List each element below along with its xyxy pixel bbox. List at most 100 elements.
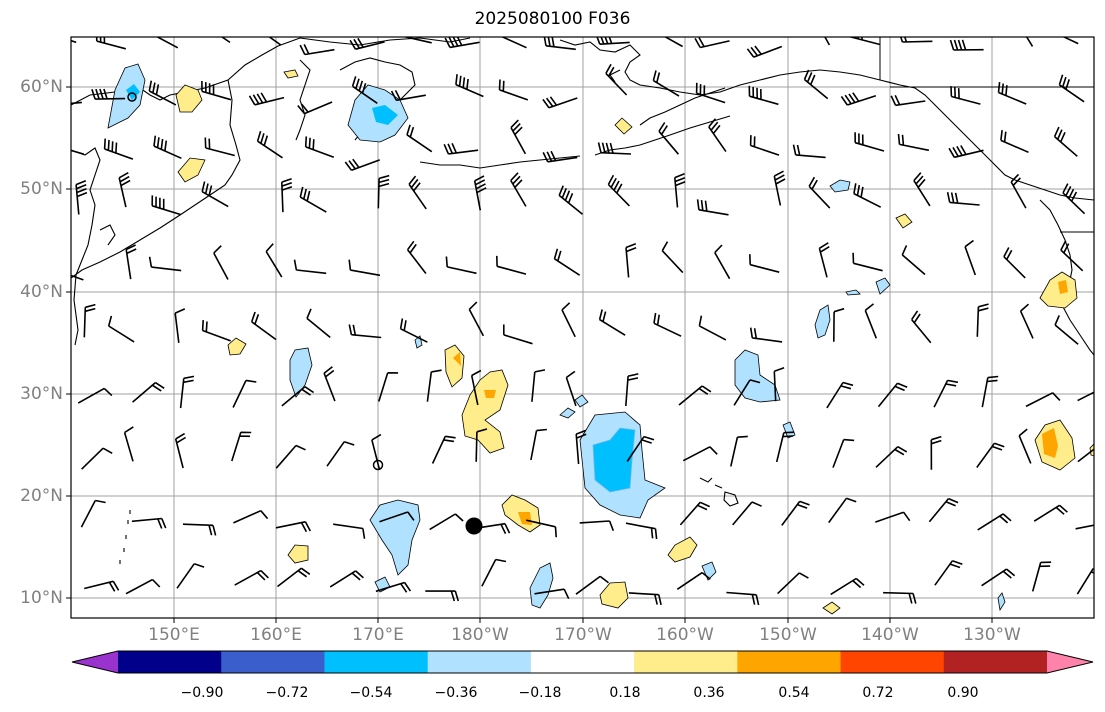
colorbar-label: 0.72 xyxy=(862,685,894,701)
wind-barb-icon xyxy=(275,521,312,533)
wind-barb-icon xyxy=(1025,37,1034,47)
wind-barb-icon xyxy=(444,37,480,49)
wind-barb-icon xyxy=(808,176,831,209)
wind-barb-icon xyxy=(220,37,231,44)
wind-barb-icon xyxy=(107,315,135,343)
wind-barb-icon xyxy=(899,37,933,43)
wind-barb-icon xyxy=(543,37,576,51)
wind-barb-icon xyxy=(679,501,711,526)
wind-barb-icon xyxy=(726,591,760,606)
wind-barb-icon xyxy=(103,138,134,160)
wind-barb-icon xyxy=(534,588,570,600)
wind-barb-icon xyxy=(575,575,609,595)
wind-barb-icon xyxy=(1075,524,1094,530)
wind-barb-icon xyxy=(1077,391,1094,402)
wind-barb-icon xyxy=(976,442,1005,468)
wind-barb-icon xyxy=(714,244,731,280)
wind-barb-icon xyxy=(250,311,277,341)
wind-barb-icon xyxy=(732,501,762,526)
wind-barb-icon xyxy=(934,560,963,586)
wind-barb-icon xyxy=(733,379,761,406)
wind-barb-icon xyxy=(498,79,529,101)
wind-barb-icon xyxy=(80,499,106,528)
lat-label: 50°N xyxy=(20,179,63,199)
wind-barb-icon xyxy=(913,172,931,207)
wind-barb-icon xyxy=(833,307,845,342)
wind-barb-icon xyxy=(1025,392,1061,408)
lon-label: 170°E xyxy=(352,625,404,645)
wind-barb-icon xyxy=(781,500,810,526)
wind-barb-icon xyxy=(625,522,658,540)
wind-barb-icon xyxy=(155,37,179,49)
wind-barb-icon xyxy=(326,440,355,467)
wind-barb-icon xyxy=(77,387,113,404)
colorbar-segment xyxy=(427,651,532,673)
lat-label: 40°N xyxy=(20,282,63,302)
colorbar-label: −0.90 xyxy=(180,685,224,701)
map-title: 2025080100 F036 xyxy=(474,9,631,29)
wind-barb-icon xyxy=(91,88,126,100)
wind-barb-icon xyxy=(406,124,433,153)
wind-barb-icon xyxy=(344,158,380,172)
wind-barb-icon xyxy=(1018,428,1032,464)
wind-barb-icon xyxy=(297,101,333,115)
wind-barb-icon xyxy=(248,92,285,106)
wind-barb-icon xyxy=(976,303,989,337)
colorbar-segment xyxy=(737,651,842,673)
wind-barb-icon xyxy=(333,523,366,539)
wind-barb-icon xyxy=(526,519,557,538)
wind-barb-icon xyxy=(1054,315,1079,345)
wind-barb-icon xyxy=(299,44,335,56)
colorbar-label: 0.18 xyxy=(609,685,641,701)
wind-barb-icon xyxy=(153,135,182,160)
wind-barb-icon xyxy=(792,144,826,159)
wind-barb-icon xyxy=(682,446,718,462)
wind-barb-icon xyxy=(281,386,315,407)
wind-barb-icon xyxy=(964,239,977,276)
wind-barb-icon xyxy=(977,513,1012,531)
wind-barb-icon xyxy=(897,133,930,152)
wind-barb-icon xyxy=(132,381,165,403)
lon-label: 160°E xyxy=(250,625,302,645)
wind-barb-icon xyxy=(850,37,880,46)
colorbar-segment xyxy=(530,651,635,673)
wind-barb-icon xyxy=(306,308,331,339)
wind-barb-icon xyxy=(233,509,269,524)
wind-barb-icon xyxy=(304,136,335,158)
wind-barb-icon xyxy=(946,192,980,206)
wind-barb-icon xyxy=(265,243,283,278)
wind-barb-icon xyxy=(875,511,911,523)
wind-barb-icon xyxy=(695,82,726,104)
wind-barb-icon xyxy=(1033,504,1068,522)
wind-barb-icon xyxy=(470,369,482,406)
wind-barb-icon xyxy=(1062,183,1086,215)
wind-barb-icon xyxy=(626,435,655,462)
wind-barb-icon xyxy=(565,370,577,407)
wind-barb-icon xyxy=(390,89,426,102)
wind-barb-icon xyxy=(530,428,547,461)
wind-barb-icon xyxy=(348,259,381,277)
colorbar-segment xyxy=(840,651,945,673)
wind-barb-icon xyxy=(661,241,684,274)
wind-barb-icon xyxy=(749,135,780,156)
wind-barb-icon xyxy=(445,256,477,275)
wind-barb-icon xyxy=(950,86,981,105)
lat-label: 60°N xyxy=(20,77,63,97)
colorbar-label: 0.36 xyxy=(693,685,725,701)
wind-barb-icon xyxy=(402,37,432,44)
colorbar-label: −0.36 xyxy=(434,685,478,701)
wind-barb-icon xyxy=(933,379,959,408)
storm-center-icon xyxy=(465,517,483,535)
wind-barb-icon xyxy=(652,70,680,97)
wind-barb-icon xyxy=(830,577,865,596)
lon-label: 150°W xyxy=(759,625,817,645)
wind-barb-icon xyxy=(277,567,311,588)
wind-barb-icon xyxy=(443,142,479,155)
wind-barb-icon xyxy=(949,39,984,51)
lon-label: 170°W xyxy=(554,625,612,645)
wind-barb-icon xyxy=(749,327,783,343)
wind-barb-icon xyxy=(607,174,630,207)
wind-barb-icon xyxy=(748,85,779,106)
wind-barb-icon xyxy=(658,122,680,155)
